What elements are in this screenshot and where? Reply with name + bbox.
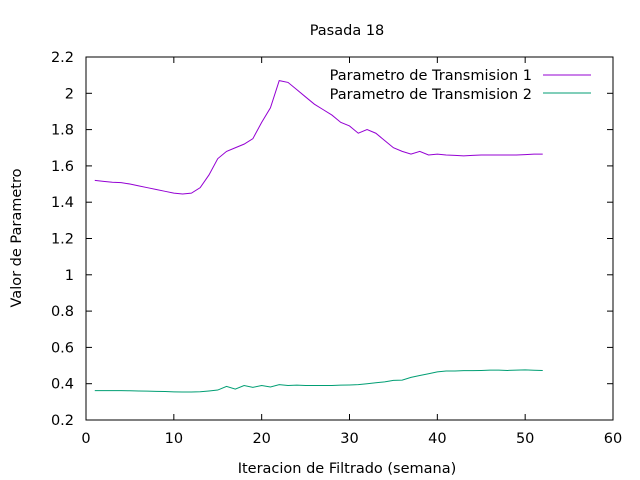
legend: Parametro de Transmision 1 Parametro de … [330, 68, 591, 103]
y-tick-label: 2.2 [51, 50, 74, 66]
y-axis-title: Valor de Parametro [9, 168, 25, 307]
x-axis: 0 10 20 30 40 50 60 [81, 57, 622, 447]
x-tick-label: 10 [165, 431, 183, 447]
x-tick-label: 20 [252, 431, 270, 447]
y-tick-label: 1.8 [51, 123, 74, 139]
y-tick-label: 1 [65, 268, 74, 284]
y-axis: 0.2 0.4 0.6 0.8 1 1.2 1.4 1.6 1.8 2 2.2 [51, 50, 613, 429]
series-line-1 [94, 80, 543, 195]
x-axis-title: Iteracion de Filtrado (semana) [238, 461, 457, 477]
series-layer [94, 80, 543, 393]
series-line-2 [94, 369, 543, 393]
legend-label-1: Parametro de Transmision 1 [330, 68, 532, 84]
y-tick-label: 2 [65, 86, 74, 102]
y-tick-label: 0.2 [51, 413, 74, 429]
y-tick-label: 0.4 [51, 377, 74, 393]
y-tick-label: 0.6 [51, 340, 74, 356]
y-tick-label: 0.8 [51, 304, 74, 320]
legend-label-2: Parametro de Transmision 2 [330, 87, 532, 103]
x-tick-label: 0 [81, 431, 90, 447]
y-tick-label: 1.6 [51, 159, 74, 175]
plot-frame [85, 56, 614, 421]
y-tick-label: 1.4 [51, 195, 74, 211]
chart-title: Pasada 18 [310, 23, 385, 39]
x-tick-label: 40 [428, 431, 446, 447]
x-tick-label: 30 [340, 431, 358, 447]
x-tick-label: 50 [516, 431, 534, 447]
x-tick-label: 60 [604, 431, 622, 447]
y-tick-label: 1.2 [51, 232, 74, 248]
